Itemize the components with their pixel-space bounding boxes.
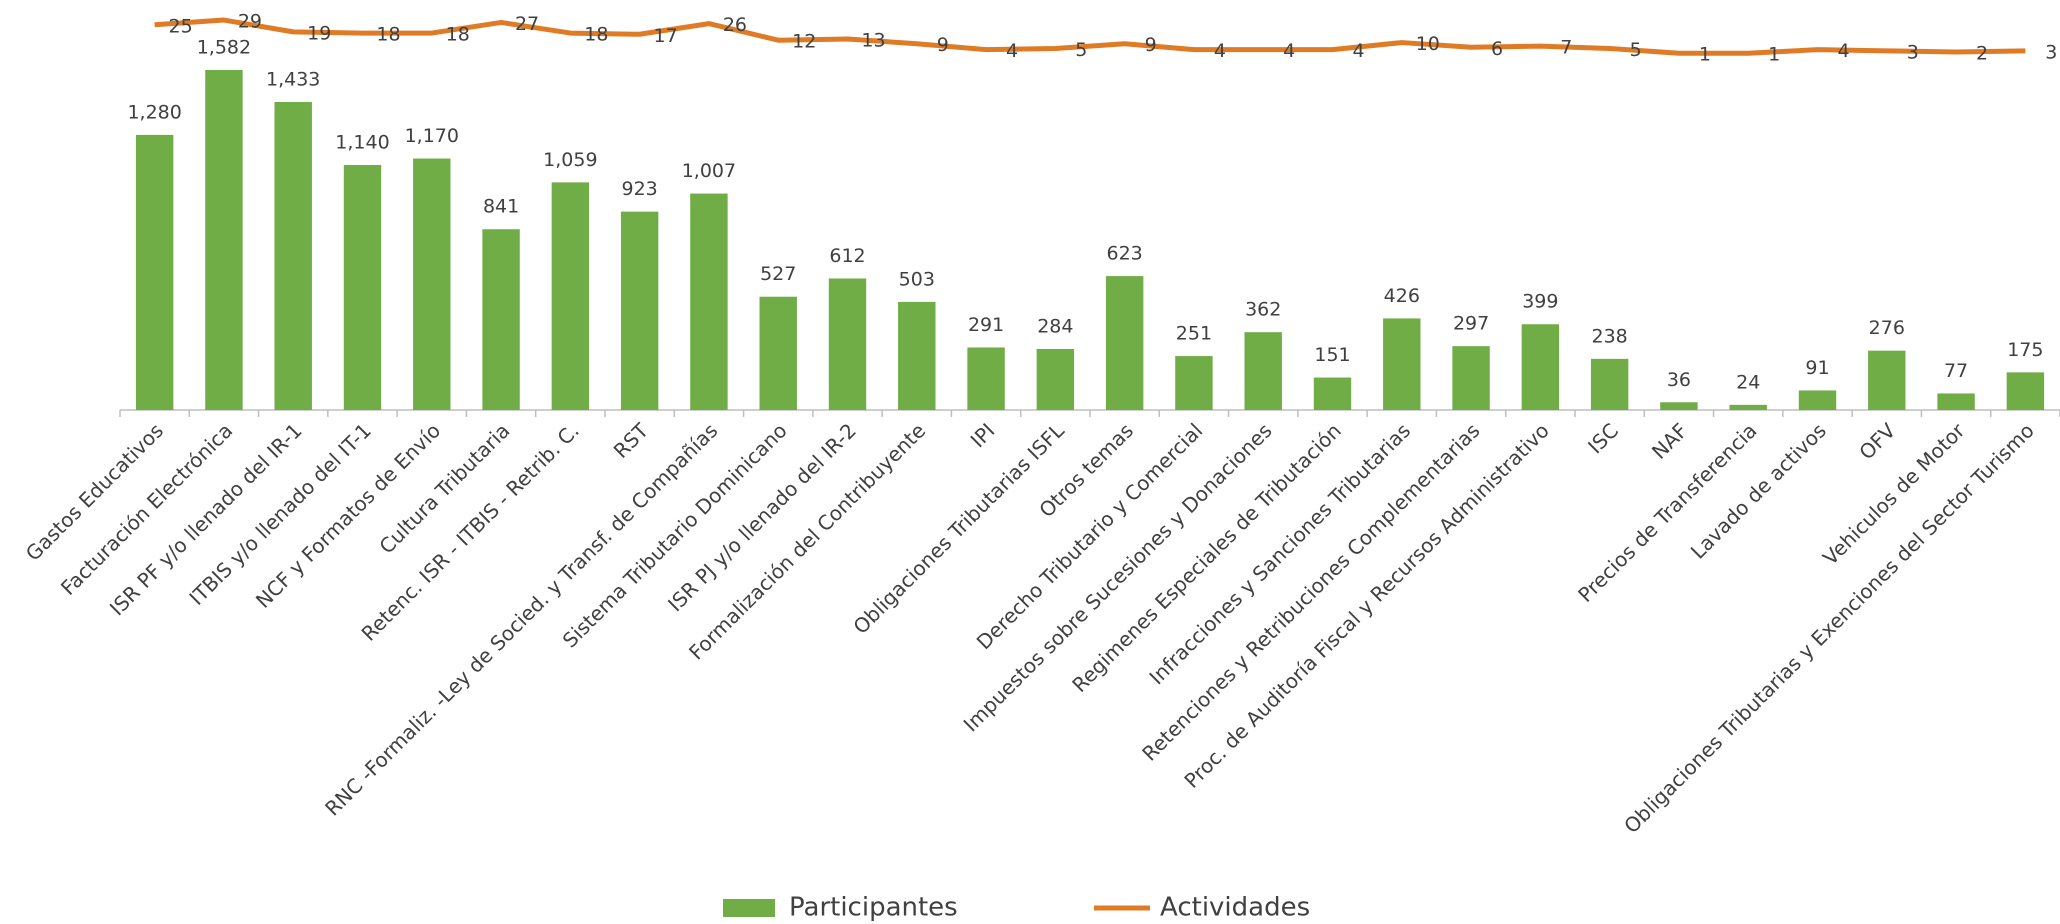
bar-value-label: 623: [1107, 243, 1143, 265]
line-value-label: 4: [1006, 40, 1018, 62]
bar-value-label: 426: [1384, 285, 1420, 307]
x-tick-label: NAF: [1647, 418, 1692, 463]
bar: [1036, 348, 1075, 410]
bar: [828, 278, 867, 410]
bar-value-label: 1,059: [543, 149, 597, 171]
bar: [1868, 350, 1906, 410]
bar-value-label: 841: [483, 196, 519, 218]
bar: [1798, 390, 1837, 410]
bar: [1175, 356, 1213, 410]
line-value-label: 4: [1283, 40, 1295, 62]
line-value-label: 2: [1976, 43, 1988, 65]
line-value-label: 9: [1145, 34, 1157, 56]
line-value-label: 12: [792, 31, 816, 53]
line-value-label: 13: [861, 30, 885, 52]
bar-value-label: 91: [1805, 357, 1829, 379]
bar: [1383, 318, 1421, 410]
bar-value-label: 24: [1736, 371, 1760, 393]
line-value-label: 29: [238, 11, 262, 33]
legend-label: Participantes: [789, 893, 958, 923]
line-value-label: 5: [1075, 39, 1087, 61]
bar-value-label: 276: [1869, 317, 1905, 339]
line-value-label: 25: [169, 15, 193, 37]
line-value-label: 9: [937, 34, 949, 56]
bar-value-label: 1,140: [335, 131, 389, 153]
x-tick-label: Retenciones y Retribuciones Complementar…: [1137, 418, 1484, 765]
line-value-label: 1: [1699, 44, 1711, 66]
bar: [967, 347, 1005, 410]
bar: [205, 69, 243, 410]
line-value-label: 26: [723, 14, 747, 36]
bar: [135, 134, 174, 411]
x-tick-label: Cultura Tributaria: [374, 418, 514, 558]
bar-value-label: 251: [1176, 323, 1212, 345]
bar: [482, 229, 520, 410]
bar: [1937, 393, 1975, 410]
x-tick-label: OFV: [1854, 418, 1900, 464]
bar-value-label: 284: [1037, 315, 1073, 337]
bar-value-label: 923: [622, 178, 658, 200]
bar-value-label: 36: [1667, 369, 1691, 391]
bar: [898, 301, 936, 410]
legend-label: Actividades: [1160, 893, 1310, 923]
x-tick-label: Infracciones y Sanciones Tributarias: [1144, 418, 1415, 689]
line-value-label: 6: [1491, 38, 1503, 60]
line-value-label: 1: [1768, 44, 1780, 66]
line-value-label: 4: [1214, 40, 1226, 62]
bar: [413, 158, 451, 410]
bar-value-label: 399: [1522, 291, 1558, 313]
line: [154, 17, 2026, 56]
line-value-label: 10: [1416, 33, 1440, 55]
x-tick-label: RST: [609, 418, 654, 463]
line-value-label: 18: [584, 24, 608, 46]
bar-value-label: 77: [1944, 360, 1968, 382]
line-value-label: 19: [307, 22, 331, 44]
line-value-label: 3: [2045, 41, 2057, 63]
bar: [1244, 332, 1282, 410]
x-tick-label: Lavado de activos: [1686, 418, 1831, 563]
bar-value-label: 527: [760, 263, 796, 285]
x-tick-label: IPI: [966, 418, 1000, 452]
line-value-label: 27: [515, 13, 539, 35]
bar: [1313, 377, 1352, 410]
bar: [1729, 404, 1767, 410]
bar-value-label: 151: [1314, 344, 1350, 366]
bar-value-label: 175: [2007, 339, 2043, 361]
bar: [690, 193, 728, 410]
bar-value-label: 1,433: [266, 69, 320, 91]
bar-value-label: 1,582: [197, 36, 251, 58]
bar-value-label: 1,007: [682, 160, 736, 182]
bar: [551, 182, 590, 410]
bar: [1590, 358, 1629, 410]
bar-value-label: 238: [1592, 325, 1628, 347]
legend-swatch: [723, 899, 775, 917]
bar: [1452, 346, 1490, 410]
bar: [274, 102, 312, 410]
bar-value-label: 1,170: [405, 125, 459, 147]
bar-value-label: 362: [1245, 299, 1281, 321]
bar: [1660, 402, 1698, 410]
bar-value-label: 503: [899, 268, 935, 290]
line-value-label: 4: [1837, 40, 1849, 62]
line-value-label: 5: [1630, 39, 1642, 61]
line-value-label: 18: [446, 24, 470, 46]
bar: [343, 164, 382, 410]
line-value-label: 18: [376, 24, 400, 46]
bar-value-label: 612: [829, 245, 865, 267]
bar: [1105, 276, 1144, 410]
line-value-label: 17: [654, 25, 678, 47]
bar: [2006, 372, 2045, 410]
line-value-label: 3: [1907, 41, 1919, 63]
bar: [1521, 324, 1560, 410]
line-value-label: 4: [1352, 40, 1364, 62]
bar: [620, 211, 659, 410]
bar: [759, 296, 797, 410]
bar-value-label: 291: [968, 314, 1004, 336]
line-value-label: 7: [1560, 37, 1572, 59]
x-tick-label: ISC: [1583, 418, 1623, 458]
bar-value-label: 1,280: [127, 101, 181, 123]
bar-value-label: 297: [1453, 313, 1489, 335]
